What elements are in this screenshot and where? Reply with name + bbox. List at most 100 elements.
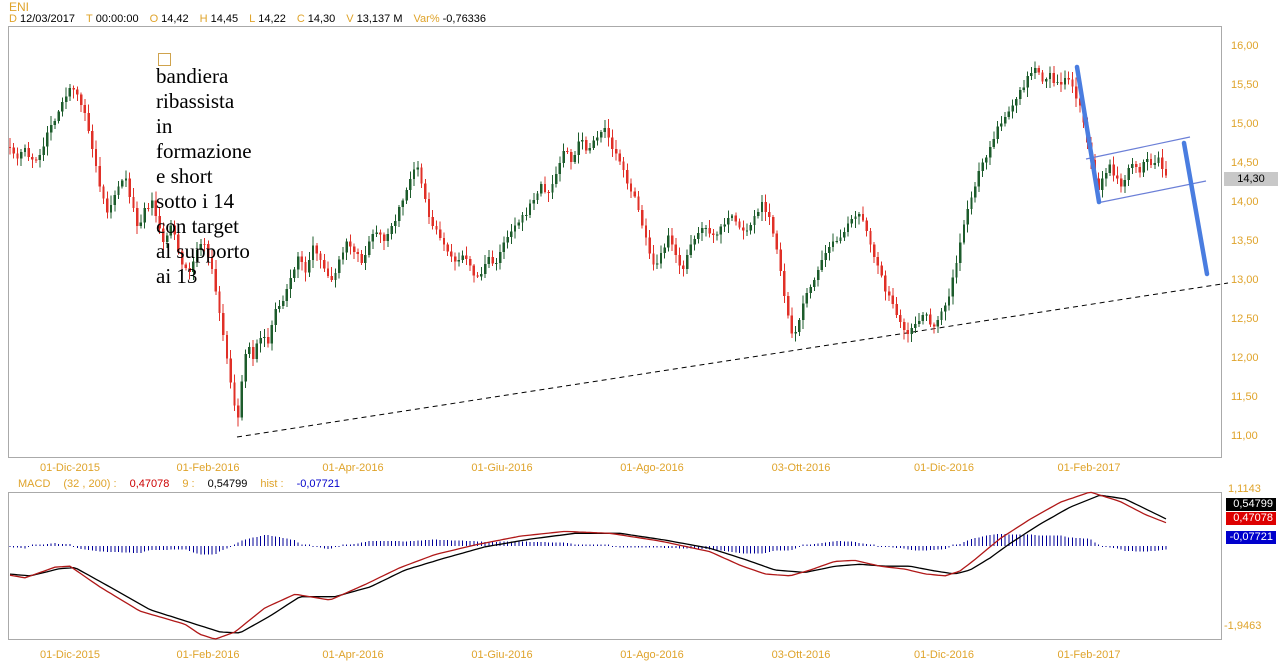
candle-body: [974, 186, 977, 198]
candle-body: [188, 267, 191, 273]
candle-body: [592, 140, 595, 149]
candle-body: [727, 218, 730, 225]
candle-body: [177, 234, 180, 252]
candle-body: [1000, 123, 1003, 127]
candle-body: [195, 249, 199, 262]
ohlc-value: -0,76336: [442, 13, 487, 25]
candle-body: [57, 111, 60, 122]
candle-body: [349, 241, 352, 247]
candle-body: [944, 305, 947, 312]
candle-body: [771, 216, 775, 234]
ohlc-field-h: H 14,45: [200, 13, 238, 25]
macd-value-box: 0,47078: [1226, 512, 1276, 525]
macd-axis-min: -1,9463: [1224, 620, 1262, 632]
candle-body: [899, 315, 902, 322]
candle-body: [906, 330, 910, 334]
candle-body: [506, 236, 509, 243]
ohlc-key: C: [296, 13, 305, 25]
candle-body: [476, 275, 479, 277]
macd-header-segment: 0,54799: [207, 478, 248, 490]
macd-panel[interactable]: [8, 492, 1222, 640]
candle-body: [1097, 178, 1100, 190]
candle-body: [203, 243, 206, 245]
candle-body: [738, 221, 741, 228]
ohlc-key: Var%: [413, 13, 440, 25]
candle-body: [801, 303, 805, 321]
candle-body: [573, 155, 577, 162]
candle-body: [715, 234, 719, 236]
annotation-anchor-square[interactable]: [158, 53, 171, 66]
candle-body: [311, 245, 315, 260]
candle-body: [165, 235, 169, 243]
candle-body: [480, 273, 483, 277]
candle-body: [326, 268, 330, 277]
candle-body: [536, 193, 539, 201]
candle-body: [453, 256, 457, 262]
candle-body: [338, 259, 341, 274]
candle-body: [386, 233, 390, 242]
candle-body: [222, 313, 225, 336]
candle-body: [768, 211, 771, 217]
candle-body: [379, 232, 382, 235]
candle-body: [996, 126, 999, 139]
flag-channel-lower[interactable]: [1096, 180, 1207, 204]
macd-value-box: -0,07721: [1226, 531, 1276, 544]
candle-body: [263, 337, 266, 339]
ohlc-header: D 12/03/2017 T 00:00:00 O 14,42 H 14,45 L 14,22 C 1…: [9, 13, 497, 25]
macd-axis-max: 1,1143: [1228, 483, 1261, 495]
candle-body: [1003, 116, 1007, 124]
candle-body: [121, 180, 124, 187]
candle-body: [304, 261, 307, 273]
candle-body: [697, 233, 700, 239]
date-axis-label: 01-Feb-2016: [176, 649, 240, 661]
candle-body: [143, 207, 146, 223]
candle-body: [843, 232, 846, 238]
candle-body: [558, 163, 562, 174]
candle-body: [169, 225, 173, 236]
date-axis-label: 01-Feb-2017: [1057, 462, 1121, 474]
date-axis-label: 01-Dic-2015: [40, 649, 100, 661]
candle-body: [629, 183, 633, 192]
candle-body: [79, 94, 83, 105]
candle-body: [581, 139, 584, 142]
candle-body: [285, 289, 289, 301]
flagpole-line[interactable]: [1074, 64, 1102, 205]
target-projection-line[interactable]: [1181, 140, 1210, 277]
candle-body: [1131, 163, 1134, 169]
candle-body: [98, 166, 101, 187]
price-axis-label: 11,00: [1231, 430, 1258, 442]
candle-body: [323, 260, 326, 269]
date-axis-label: 01-Dic-2016: [914, 649, 974, 661]
candle-body: [94, 148, 98, 167]
candle-body: [356, 252, 360, 254]
candle-body: [685, 255, 689, 270]
candle-body: [1123, 180, 1127, 187]
candle-body: [154, 200, 158, 217]
candle-body: [599, 131, 603, 138]
candle-body: [525, 214, 528, 216]
candle-body: [835, 241, 838, 243]
candle-body: [757, 212, 760, 217]
candle-body: [1063, 78, 1067, 85]
ohlc-field-o: O 14,42: [150, 13, 189, 25]
candle-body: [992, 138, 996, 147]
price-axis-label: 11,50: [1231, 391, 1258, 403]
candle-body: [764, 202, 767, 212]
ohlc-key: L: [249, 13, 256, 25]
candle-body: [794, 332, 797, 334]
candle-body: [723, 224, 726, 227]
candle-body: [300, 256, 304, 262]
price-axis-label: 14,00: [1231, 196, 1259, 208]
candle-body: [251, 346, 255, 359]
date-axis-label: 01-Dic-2015: [40, 462, 100, 474]
candle-body: [611, 137, 614, 150]
candle-body: [1149, 159, 1153, 165]
flag-channel-upper[interactable]: [1085, 136, 1191, 160]
candle-body: [618, 153, 621, 162]
candle-body: [289, 277, 292, 290]
candle-body: [450, 251, 453, 257]
candle-body: [887, 291, 891, 296]
candle-body: [442, 238, 446, 245]
candle-body: [1071, 79, 1074, 87]
